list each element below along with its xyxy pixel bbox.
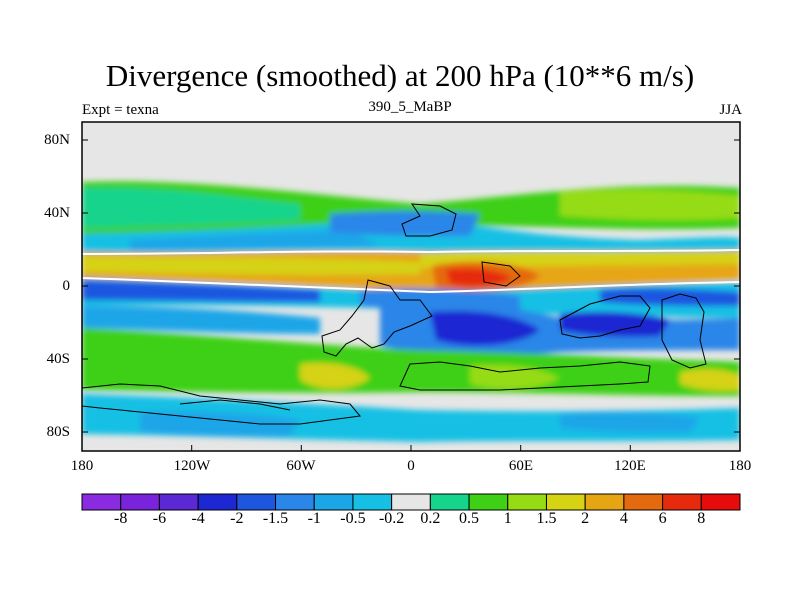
- colorbar-label: -0.2: [378, 510, 405, 527]
- colorbar-label: 4: [619, 510, 628, 527]
- colorbar-box: [391, 493, 431, 511]
- colorbar-label: -2: [230, 510, 244, 527]
- lat-tick-label: 0: [62, 278, 71, 294]
- colorbar-box: [313, 493, 354, 511]
- colorbar-box: [120, 493, 160, 511]
- lat-tick-marks: [82, 139, 740, 433]
- lon-tick-label: 180: [70, 458, 94, 474]
- lat-tick-label: 80S: [46, 424, 70, 440]
- colorbar-box: [352, 493, 393, 511]
- colorbar-box: [429, 493, 470, 511]
- colorbar-label: 2: [581, 510, 590, 527]
- colorbar-label: -8: [114, 510, 128, 527]
- lat-tick-label: 40N: [44, 205, 70, 221]
- colorbar-box: [623, 493, 664, 511]
- colorbar-box: [275, 493, 315, 511]
- divergence-field: [82, 122, 740, 451]
- lon-tick-label: 120E: [614, 458, 646, 474]
- lon-tick-label: 180: [728, 458, 752, 474]
- colorbar-box: [81, 493, 122, 511]
- lon-tick-label: 60W: [286, 458, 316, 474]
- lon-tick-marks: [81, 445, 741, 451]
- colorbar-box: [197, 493, 238, 511]
- colorbar-label: 0.5: [459, 510, 480, 527]
- coastlines: [82, 203, 707, 425]
- colorbar-label: -1.5: [262, 510, 289, 527]
- colorbar-label: -6: [152, 510, 167, 527]
- colorbar-box: [700, 493, 741, 511]
- colorbar-label: 8: [697, 510, 706, 527]
- colorbar-box: [507, 493, 547, 511]
- colorbar-label: 1: [503, 510, 512, 527]
- colorbar-box: [662, 493, 702, 511]
- season-label: JJA: [719, 102, 742, 118]
- colorbar-label: 6: [658, 510, 667, 527]
- colorbar-box: [236, 493, 277, 511]
- lon-tick-label: 120W: [173, 458, 211, 474]
- colorbar-label: -4: [191, 510, 205, 527]
- colorbar-box: [584, 493, 625, 511]
- colorbar-box: [468, 493, 509, 511]
- lat-tick-label: 80N: [44, 132, 70, 148]
- period-label: 390_5_MaBP: [368, 99, 452, 115]
- lon-tick-label: 60E: [508, 458, 534, 474]
- colorbar: [81, 493, 741, 511]
- colorbar-label: 0.2: [420, 510, 441, 527]
- map-title: Divergence (smoothed) at 200 hPa (10**6 …: [105, 58, 695, 93]
- colorbar-label: -1: [307, 510, 321, 527]
- lat-tick-label: 40S: [46, 351, 70, 367]
- lon-tick-label: 0: [407, 458, 415, 474]
- colorbar-label: 1.5: [536, 510, 557, 527]
- experiment-label: Expt = texna: [82, 102, 159, 118]
- colorbar-box: [545, 493, 586, 511]
- colorbar-label: -0.5: [340, 510, 366, 527]
- colorbar-box: [158, 493, 199, 511]
